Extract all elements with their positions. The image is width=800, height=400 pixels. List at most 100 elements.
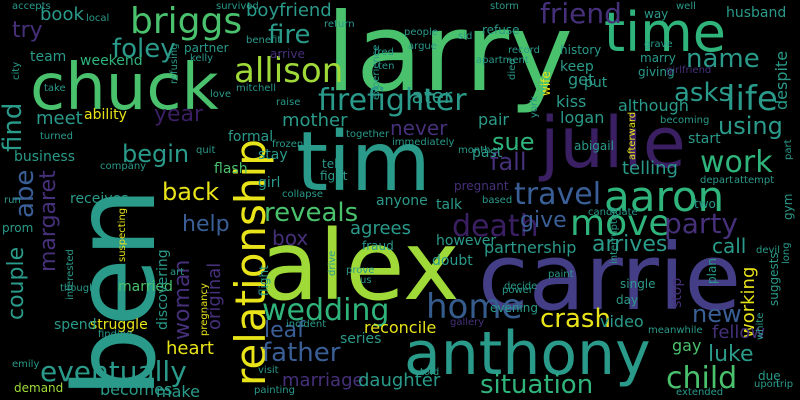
word: weekend <box>80 53 143 69</box>
word: white <box>755 312 766 340</box>
word: keep <box>560 59 594 75</box>
word: day <box>616 293 639 307</box>
word: city <box>11 61 22 80</box>
word: arrive <box>270 47 305 61</box>
word: aaron <box>604 172 725 221</box>
word: start <box>688 131 721 147</box>
word: death <box>452 209 539 244</box>
word: logan <box>560 108 605 127</box>
word: team <box>30 49 67 65</box>
word: get <box>568 70 595 89</box>
word: receives <box>70 191 129 207</box>
word: together <box>346 129 390 140</box>
word: raise <box>276 97 301 108</box>
word: agrees <box>350 218 411 239</box>
word: painting <box>254 385 295 396</box>
word: devil <box>756 245 780 256</box>
word: sue <box>492 128 535 156</box>
word: time <box>604 1 727 64</box>
word: gallery <box>450 317 485 328</box>
word: afterward <box>627 111 638 160</box>
word: meet <box>36 108 83 129</box>
word: partner <box>184 41 229 55</box>
word: asks <box>674 78 733 108</box>
word: husband <box>726 5 787 21</box>
word: tell <box>322 157 341 171</box>
word: crash <box>540 304 611 334</box>
word: fred <box>374 47 394 58</box>
word: attempt <box>734 175 775 186</box>
word: partnership <box>484 238 577 257</box>
word: abe <box>10 169 40 218</box>
word: history <box>560 43 602 57</box>
word: decide <box>504 281 538 292</box>
word: grave <box>644 39 673 50</box>
word: fraud <box>362 239 394 253</box>
word: turned <box>40 131 74 142</box>
word: mother <box>282 110 348 131</box>
word: eventually <box>40 355 187 388</box>
word: ability <box>84 107 127 123</box>
word: put <box>584 75 608 91</box>
word: suggests <box>767 252 781 306</box>
word: stop <box>669 277 685 308</box>
word: julie <box>540 102 686 184</box>
word: take <box>44 83 66 94</box>
word: storm <box>490 1 519 12</box>
word: father <box>262 338 341 368</box>
word: despite <box>772 50 791 110</box>
word: try <box>12 18 43 43</box>
word: mitchell <box>236 83 276 94</box>
word: move <box>570 203 671 244</box>
word: collapse <box>282 189 324 200</box>
word: pregnancy <box>199 283 210 336</box>
word: help <box>182 212 230 237</box>
word: pregnant <box>454 179 509 193</box>
word: due <box>758 369 781 383</box>
word: give <box>520 208 567 233</box>
word: spend <box>54 317 97 333</box>
word: briggs <box>130 1 243 42</box>
word: refusing <box>169 43 180 84</box>
word: alex <box>260 210 460 322</box>
word: never <box>390 116 448 140</box>
word: carrie <box>478 224 742 331</box>
word: anthony <box>404 319 651 389</box>
word: emily <box>12 359 40 370</box>
word: candidate <box>588 207 638 218</box>
word: becomes <box>100 380 173 399</box>
word: drive <box>327 250 338 276</box>
word: told <box>420 367 440 378</box>
word: argue <box>408 41 437 52</box>
word: york <box>529 96 540 118</box>
word: marry <box>640 51 676 65</box>
word: wife <box>539 71 553 96</box>
word: finding <box>98 329 133 340</box>
word: visit <box>258 365 279 376</box>
word: luke <box>708 342 754 367</box>
word: record <box>508 45 540 56</box>
word: heart <box>166 338 214 359</box>
word: margaret <box>36 170 61 272</box>
word: giving <box>638 65 675 79</box>
word: box <box>272 226 309 250</box>
word: work <box>700 145 773 180</box>
word: suspecting <box>117 207 128 262</box>
word: depart <box>700 175 734 186</box>
word: talk <box>436 197 463 213</box>
word: extended <box>676 387 724 398</box>
word: meanwhile <box>648 325 703 336</box>
word: flash <box>214 161 248 177</box>
word: return <box>324 19 355 30</box>
word: year <box>154 102 204 127</box>
word: arrives <box>592 232 668 257</box>
word: ten <box>378 61 395 72</box>
word: wedding <box>262 293 390 328</box>
word: past <box>472 145 503 161</box>
word: month <box>458 145 491 156</box>
word: allison <box>234 51 344 91</box>
word: died <box>507 58 518 80</box>
word: abigail <box>574 139 614 153</box>
word: run <box>4 195 21 206</box>
